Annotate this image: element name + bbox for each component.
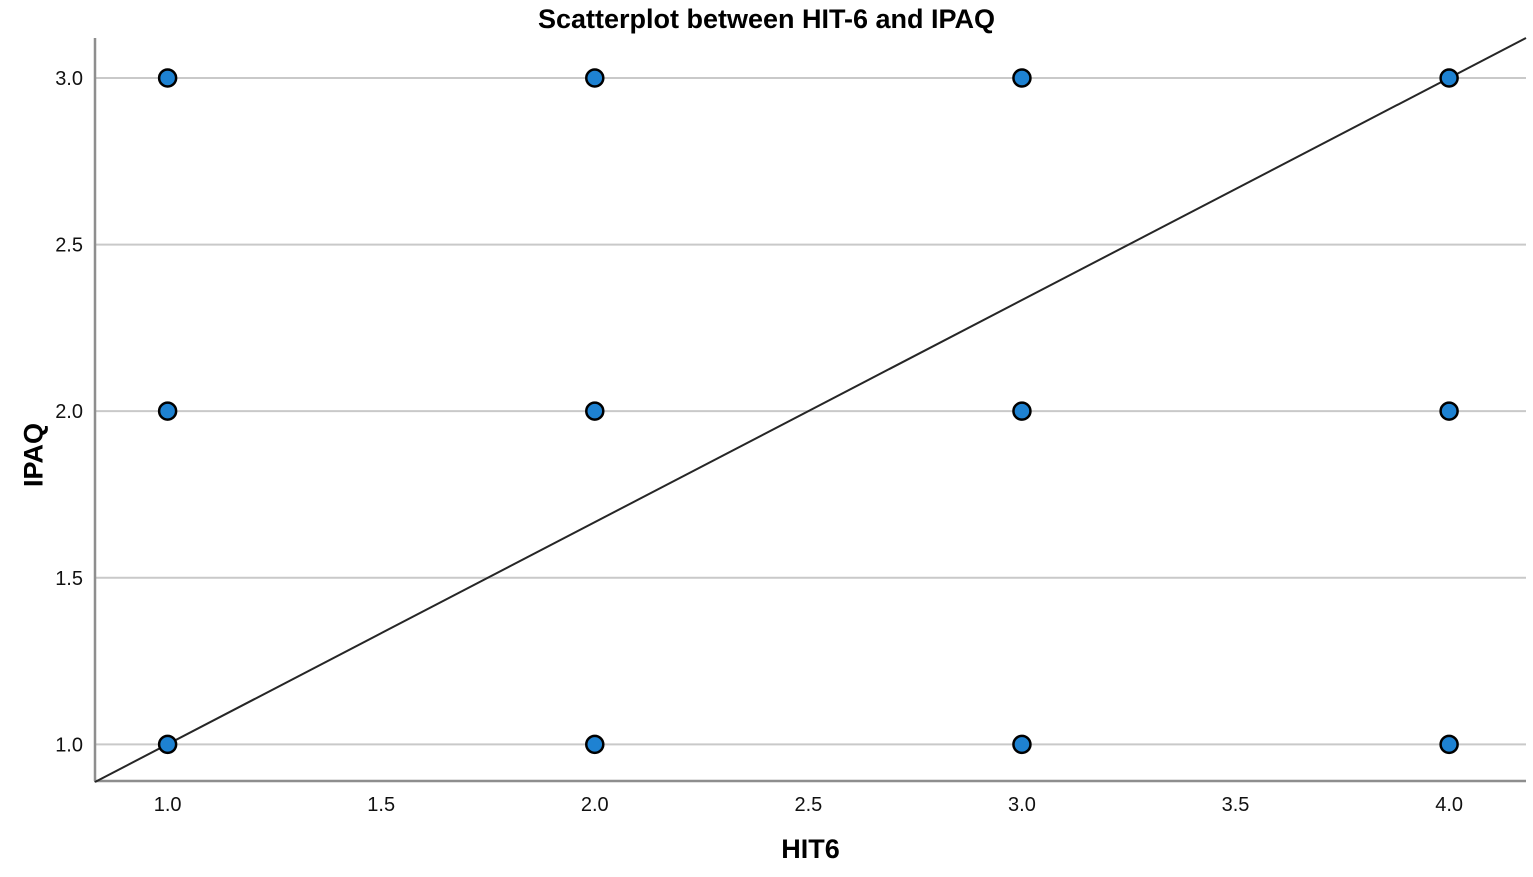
data-point — [157, 401, 178, 421]
chart-title: Scatterplot between HIT-6 and IPAQ — [537, 4, 996, 34]
fit-line — [94, 37, 1527, 783]
x-tick-label: 4.0 — [1435, 794, 1463, 816]
x-tick-label: 1.0 — [154, 794, 182, 816]
data-point — [1012, 68, 1032, 88]
y-axis-title: IPAQ — [18, 422, 49, 488]
data-point — [1012, 401, 1032, 421]
y-tick-label: 2.0 — [55, 401, 83, 423]
x-tick-label: 2.5 — [794, 794, 822, 816]
data-point — [1012, 734, 1032, 755]
y-tick-label: 2.5 — [55, 235, 83, 257]
data-point — [585, 68, 605, 88]
data-point — [585, 401, 605, 421]
data-point — [585, 734, 605, 755]
y-tick-label: 3.0 — [55, 68, 83, 90]
data-point — [1439, 734, 1459, 755]
x-tick-label: 2.0 — [581, 794, 609, 816]
x-tick-label: 1.5 — [367, 794, 395, 816]
data-point — [157, 734, 178, 755]
x-axis-title: HIT6 — [781, 834, 840, 864]
y-tick-label: 1.5 — [55, 568, 83, 590]
x-tick-label: 3.0 — [1008, 794, 1036, 816]
x-tick-label: 3.5 — [1222, 794, 1250, 816]
data-point — [1439, 401, 1459, 421]
data-point — [1439, 68, 1459, 88]
data-point — [157, 68, 178, 88]
y-tick-label: 1.0 — [55, 734, 83, 756]
